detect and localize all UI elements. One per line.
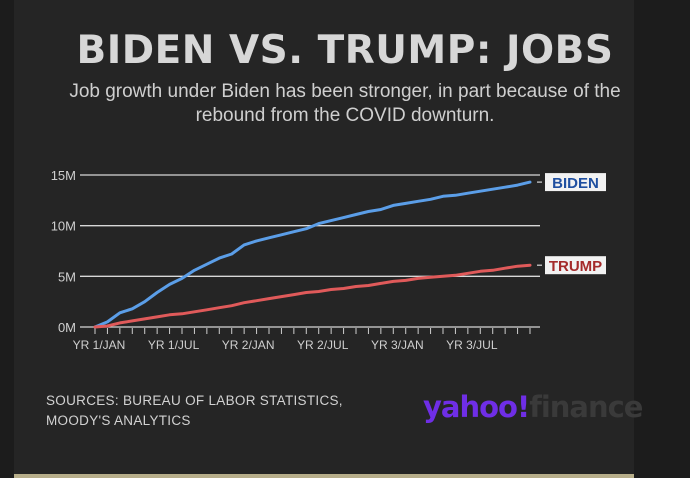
x-tick-label: YR 1/JUL [148, 338, 200, 352]
series-label-bg [545, 173, 606, 192]
logo-finance: finance [529, 390, 643, 424]
series-label-trump: TRUMP [549, 258, 602, 275]
y-tick-label: 0M [58, 320, 76, 335]
sources-note: SOURCES: BUREAU OF LABOR STATISTICS, MOO… [46, 391, 343, 431]
x-tick-label: YR 3/JUL [446, 338, 498, 352]
sources-line-1: SOURCES: BUREAU OF LABOR STATISTICS, [46, 393, 343, 408]
x-tick-label: YR 3/JAN [371, 338, 424, 352]
x-tick-label: YR 1/JAN [73, 338, 126, 352]
x-tick-label: YR 2/JAN [222, 338, 275, 352]
y-tick-label: 10M [51, 219, 76, 234]
x-tick-label: YR 2/JUL [297, 338, 349, 352]
chart-title: BIDEN VS. TRUMP: JOBS [76, 28, 614, 73]
series-label-bg [545, 256, 606, 275]
y-tick-label: 15M [51, 168, 76, 183]
chart-panel [14, 0, 634, 478]
sources-line-2: MOODY'S ANALYTICS [46, 413, 191, 428]
y-tick-label: 5M [58, 269, 76, 284]
bottom-accent-bar [14, 474, 634, 478]
chart-subtitle: Job growth under Biden has been stronger… [69, 81, 621, 126]
series-line-biden [93, 180, 532, 329]
series-line-trump [93, 263, 532, 329]
series-label-biden: BIDEN [552, 175, 599, 192]
logo-yahoo: yahoo! [423, 390, 530, 424]
yahoo-finance-logo: yahoo!finance [423, 390, 643, 424]
